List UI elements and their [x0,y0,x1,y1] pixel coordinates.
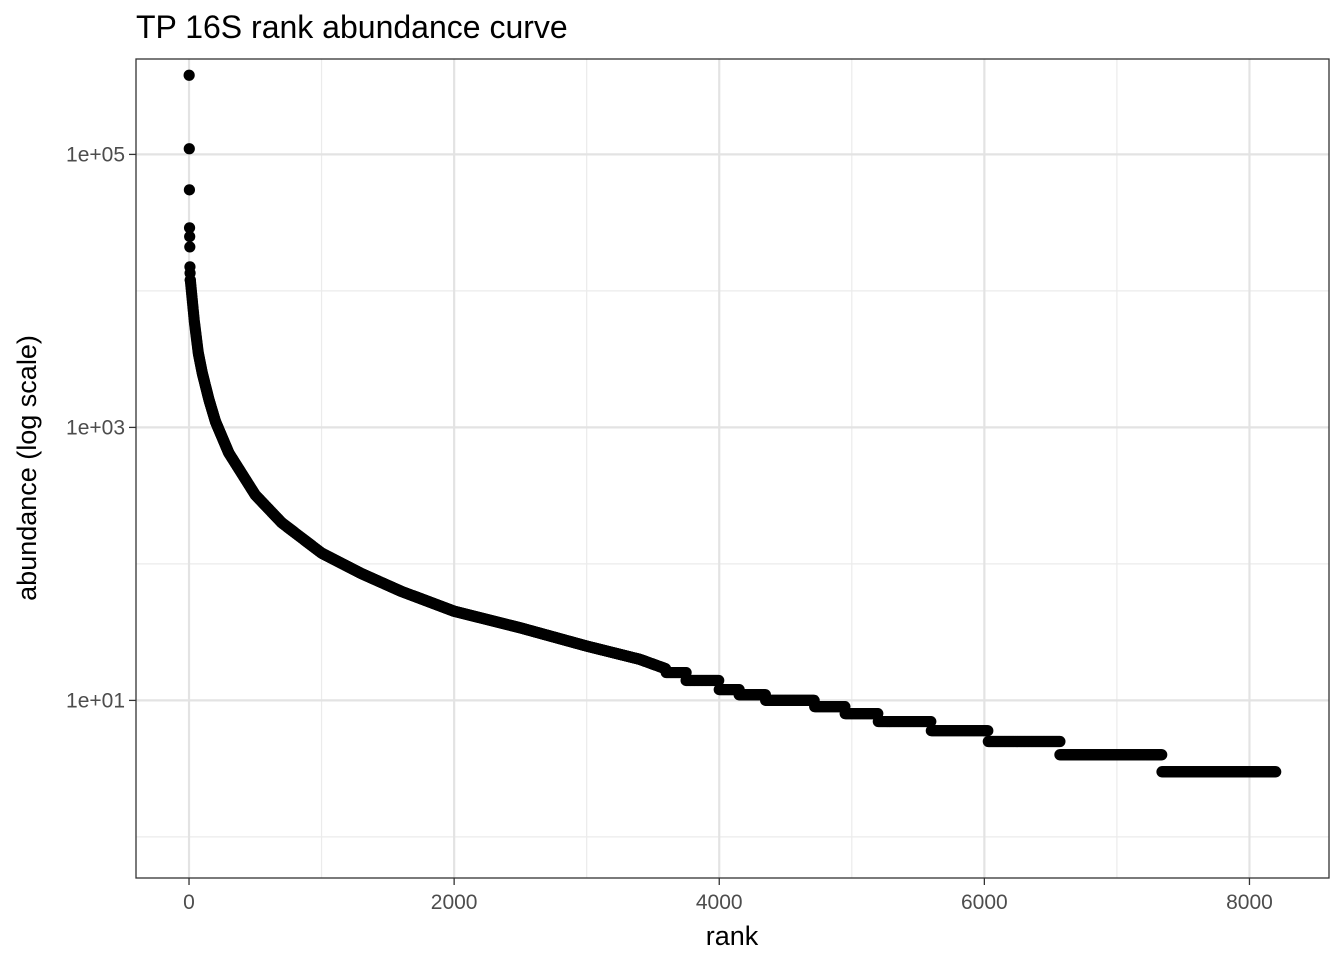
x-tick-label: 8000 [1226,891,1273,914]
data-point [184,241,196,253]
data-point-plateau [1270,766,1282,778]
x-tick-label: 4000 [696,891,743,914]
y-axis-title: abundance (log scale) [12,335,42,601]
x-axis-title: rank [706,921,759,951]
x-tick-label: 0 [183,891,195,914]
major-gridlines [136,59,1329,878]
y-axis-ticks: 1e+01 1e+03 1e+05 [66,143,136,712]
chart-title: TP 16S rank abundance curve [136,9,568,45]
x-tick-label: 2000 [431,891,478,914]
data-point [183,143,195,155]
y-tick-label: 1e+05 [66,143,125,166]
data-point-plateau [982,725,994,737]
x-axis-ticks: 0 2000 4000 6000 8000 [183,878,1273,914]
plot-panel-border [135,58,1330,879]
y-tick-label: 1e+03 [66,416,125,439]
data-point [183,222,196,234]
data-point-plateau [925,715,937,728]
data-point-plateau [1054,735,1066,748]
data-point [184,230,196,243]
data-points [183,69,1282,778]
y-tick-label: 1e+01 [66,689,125,712]
data-point [183,69,195,81]
data-point-plateau [1156,749,1168,761]
x-tick-label: 6000 [961,891,1008,914]
data-point-plateau [713,674,725,687]
data-point [183,184,196,196]
